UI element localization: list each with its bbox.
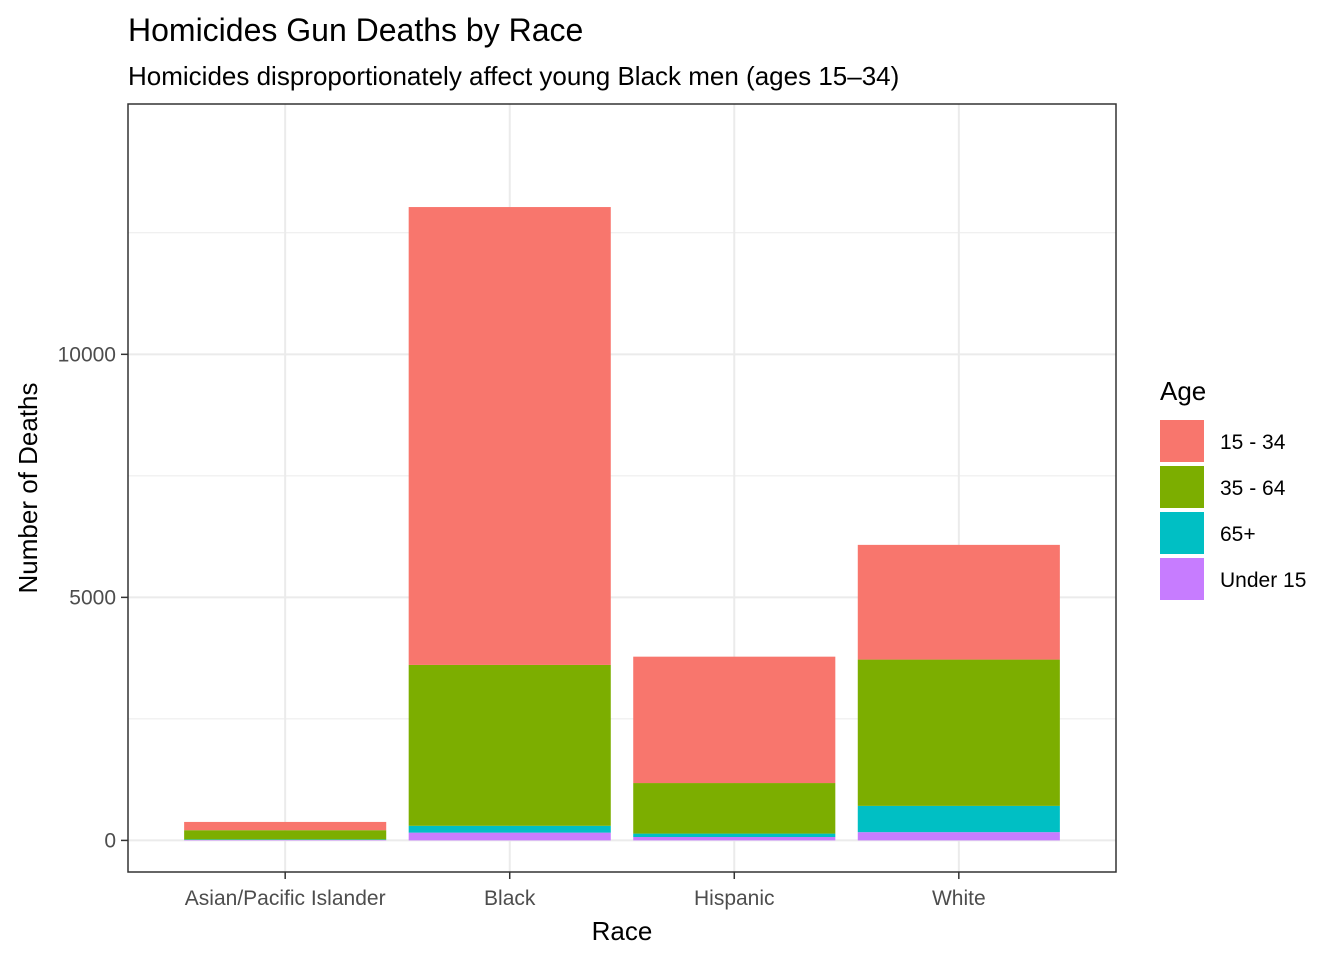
plot-border [127, 103, 1117, 873]
x-tick-label: Asian/Pacific Islander [185, 887, 386, 910]
legend-label: 65+ [1220, 523, 1256, 546]
y-axis-title: Number of Deaths [13, 383, 43, 594]
bar-segment [408, 832, 611, 841]
bar-segment [408, 664, 611, 826]
y-tick-label: 10000 [58, 343, 116, 366]
bar-segment [857, 544, 1060, 660]
legend-title: Age [1160, 376, 1206, 406]
bar-segment [633, 656, 836, 784]
x-axis: Asian/Pacific Islander Black Hispanic White [185, 872, 986, 910]
bar-segment [857, 805, 1060, 833]
y-axis: 0 5000 10000 [58, 343, 128, 852]
x-tick-label: White [932, 887, 986, 910]
bar-segment [857, 659, 1060, 806]
legend: Age 15 - 34 35 - 64 65+ Under 15 [1160, 376, 1306, 600]
x-tick-label: Black [484, 887, 536, 910]
bar-segment [184, 821, 387, 831]
bar-segment [857, 832, 1060, 841]
bars [184, 207, 1060, 841]
bar-segment [184, 830, 387, 840]
legend-swatch [1160, 558, 1204, 600]
legend-swatch [1160, 512, 1204, 554]
legend-label: 15 - 34 [1220, 431, 1286, 454]
y-tick-label: 5000 [69, 586, 116, 609]
chart-title: Homicides Gun Deaths by Race [128, 12, 583, 48]
chart-subtitle: Homicides disproportionately affect youn… [128, 61, 899, 91]
legend-swatch [1160, 420, 1204, 462]
y-tick-label: 0 [104, 829, 116, 852]
x-axis-title: Race [592, 916, 653, 946]
legend-label: Under 15 [1220, 569, 1306, 592]
legend-swatch [1160, 466, 1204, 508]
x-tick-label: Hispanic [694, 887, 775, 910]
legend-label: 35 - 64 [1220, 477, 1286, 500]
bar-segment [408, 207, 611, 665]
bar-segment [633, 783, 836, 834]
bar-segment [633, 833, 836, 838]
bar-segment [408, 825, 611, 833]
bar-segment [633, 837, 836, 841]
